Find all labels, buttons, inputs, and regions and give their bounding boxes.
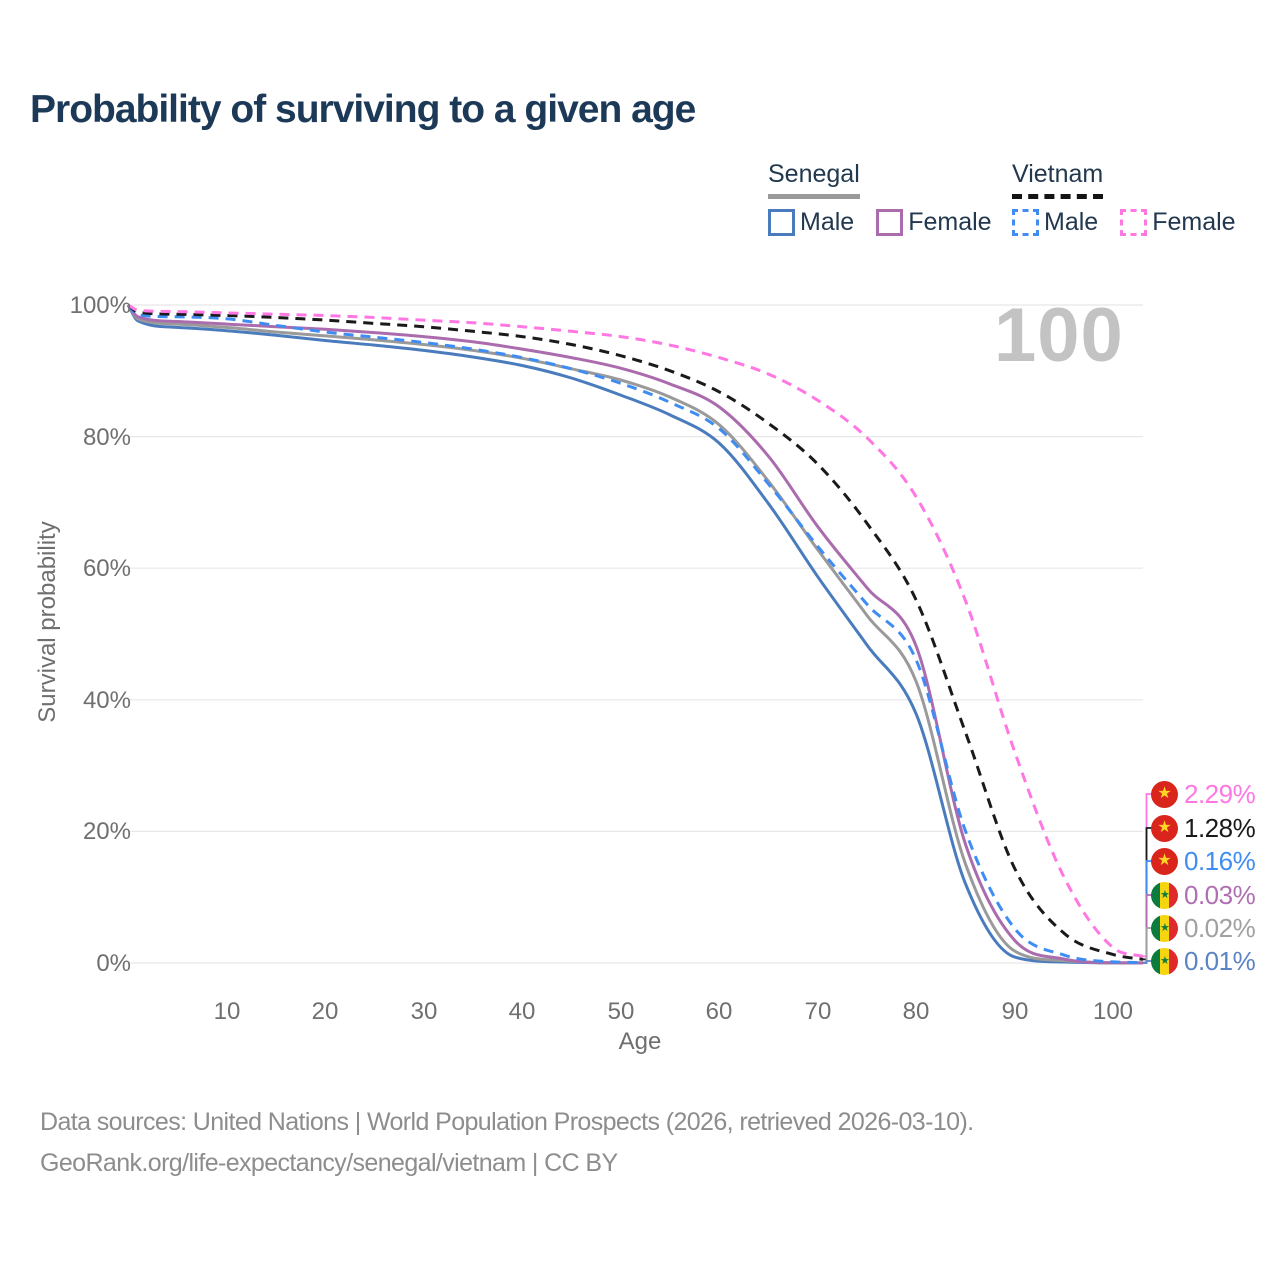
x-tick-50: 50 [607,998,635,1025]
legend-group-senegal: Senegal Male Female [768,160,992,237]
vietnam-female-swatch-icon [1120,209,1148,236]
y-tick-0: 0% [96,950,131,977]
legend-item-senegal-male[interactable]: Male [768,208,854,237]
x-tick-90: 90 [1001,998,1029,1025]
end-label-value: 0.16% [1184,845,1256,876]
x-tick-30: 30 [410,998,438,1025]
y-tick-20: 20% [82,818,131,845]
legend-label: Female [908,208,992,236]
series-senegal_male [126,304,1144,965]
y-axis-title: Survival probability [34,521,61,723]
y-tick-60: 60% [82,555,131,582]
y-tick-100: 100% [69,292,131,319]
senegal-male-swatch-icon [768,209,795,236]
senegal-flag-icon: ★ [1151,914,1178,942]
x-tick-40: 40 [508,998,536,1025]
end-label-value: 1.28% [1184,812,1256,843]
legend-group-vietnam: Vietnam Male Female [1012,160,1236,237]
series-vietnam_male [126,303,1144,964]
legend-vietnam-header: Vietnam [1012,160,1104,199]
series-vietnam_female [127,303,1144,958]
senegal-flag-icon: ★ [1151,881,1178,909]
vietnam-male-swatch-icon [1012,209,1039,236]
end-label-vietnam-female: ★ 2.29% [1151,777,1256,811]
end-label-senegal-male: ★ 0.01% [1151,944,1256,978]
legend-label: Female [1152,208,1236,236]
legend-item-senegal-female[interactable]: Female [876,208,992,237]
end-label-vietnam-male: ★ 0.16% [1151,844,1256,878]
x-axis-title: Age [618,1028,662,1055]
end-label-value: 0.03% [1184,879,1256,910]
x-tick-10: 10 [213,998,241,1025]
end-label-senegal-total: ★ 0.02% [1151,911,1256,945]
y-tick-40: 40% [82,687,131,714]
x-tick-60: 60 [705,998,733,1025]
data-sources-text: Data sources: United Nations | World Pop… [40,1108,974,1136]
legend-label: Male [1044,208,1099,236]
vietnam-flag-icon: ★ [1151,847,1178,875]
x-tick-70: 70 [804,998,832,1025]
end-label-value: 2.29% [1184,778,1256,809]
series-senegal_female [126,304,1144,965]
attribution-link-text: GeoRank.org/life-expectancy/senegal/viet… [40,1149,618,1177]
x-tick-100: 100 [1092,998,1134,1025]
end-label-value: 0.02% [1184,912,1256,943]
page-title: Probability of surviving to a given age [30,88,696,131]
x-tick-20: 20 [311,998,339,1025]
hover-age-watermark: 100 [994,293,1124,378]
end-label-vietnam-total: ★ 1.28% [1151,811,1256,845]
legend-label: Male [800,208,855,236]
y-tick-80: 80% [82,424,131,451]
vietnam-flag-icon: ★ [1151,780,1178,808]
end-label-value: 0.01% [1184,945,1256,976]
x-tick-80: 80 [902,998,930,1025]
senegal-flag-icon: ★ [1151,947,1178,975]
senegal-female-swatch-icon [876,209,904,236]
legend-senegal-header: Senegal [768,160,860,199]
legend-item-vietnam-female[interactable]: Female [1120,208,1236,237]
end-label-senegal-female: ★ 0.03% [1151,878,1256,912]
series-senegal_total [126,304,1143,965]
legend-item-vietnam-male[interactable]: Male [1012,208,1098,237]
vietnam-flag-icon: ★ [1151,814,1178,842]
series-vietnam_total [127,303,1144,961]
